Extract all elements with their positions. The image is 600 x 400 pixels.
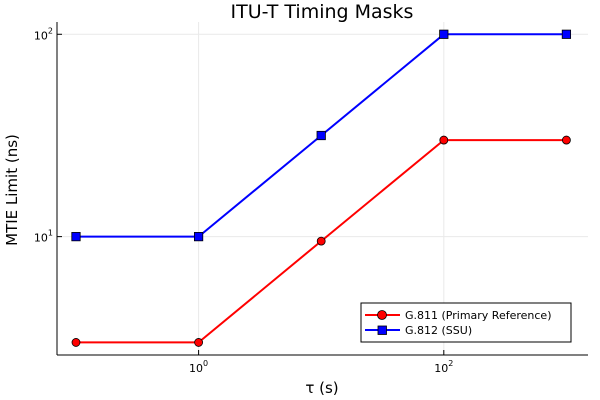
- series-1-point: [316, 130, 326, 141]
- x-tick-label: 102: [434, 359, 453, 375]
- series-1-point: [439, 29, 449, 39]
- series: [71, 29, 572, 347]
- y-tick-label-exponent: 1: [48, 229, 53, 238]
- x-tick-label: 100: [189, 359, 208, 375]
- y-tick-label-base: 10: [34, 29, 48, 42]
- series-1-point: [193, 232, 204, 242]
- x-tick-label-exponent: 0: [203, 359, 208, 368]
- series-0-point: [194, 338, 203, 347]
- x-tick-label-base: 10: [434, 362, 448, 375]
- y-tick-label: 101: [34, 229, 53, 245]
- series-1-point: [561, 29, 572, 39]
- legend: G.811 (Primary Reference) G.812 (SSU): [360, 302, 572, 343]
- series-0-point: [71, 338, 81, 347]
- x-tick-label-exponent: 2: [448, 359, 453, 368]
- chart-title: ITU-T Timing Masks: [231, 1, 414, 23]
- y-axis-label: MTIE Limit (ns): [3, 134, 21, 246]
- y-tick-label-exponent: 2: [48, 26, 53, 35]
- y-tick-label-base: 10: [34, 232, 48, 245]
- legend-label-g811: G.811 (Primary Reference): [405, 309, 552, 322]
- y-tick-label: 102: [34, 26, 53, 42]
- legend-marker-g811: [377, 310, 387, 320]
- series-0-point: [562, 135, 571, 145]
- x-axis-label: τ (s): [305, 379, 338, 397]
- x-tick-label-base: 10: [189, 362, 203, 375]
- series-0-point: [439, 135, 449, 145]
- legend-box: [360, 302, 572, 343]
- series-1-point: [71, 232, 81, 242]
- legend-marker-g812: [377, 325, 387, 335]
- legend-label-g812: G.812 (SSU): [405, 324, 472, 337]
- series-0-point: [316, 236, 326, 246]
